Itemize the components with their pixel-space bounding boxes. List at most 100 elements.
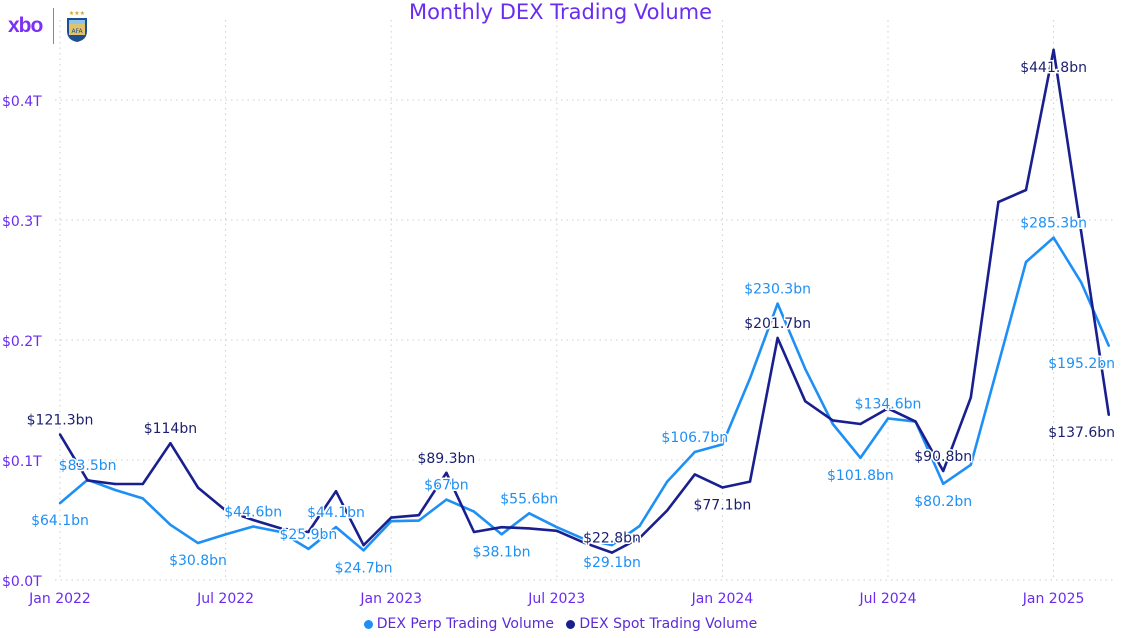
data-point-spot: [804, 400, 807, 403]
legend-item-spot[interactable]: DEX Spot Trading Volume: [566, 616, 757, 632]
y-tick-label: $0.4T: [2, 94, 42, 110]
data-point-perp: [58, 501, 62, 505]
legend-label-perp: DEX Perp Trading Volume: [376, 616, 554, 632]
x-tick-label: Jan 2025: [1022, 591, 1085, 607]
data-label: $114bn: [144, 421, 197, 437]
data-point-perp: [997, 362, 1000, 366]
data-point-spot: [445, 471, 448, 475]
data-point-perp: [252, 525, 255, 528]
data-point-spot: [942, 469, 945, 473]
data-label: $106.7bn: [661, 430, 728, 446]
data-label: $44.6bn: [224, 504, 282, 520]
data-label: $77.1bn: [693, 497, 751, 513]
data-point-perp: [804, 367, 807, 370]
chart-title: Monthly DEX Trading Volume: [408, 0, 713, 24]
data-point-perp: [390, 520, 393, 523]
data-label: $121.3bn: [27, 412, 94, 428]
data-label: $89.3bn: [417, 451, 475, 467]
data-point-perp: [942, 482, 945, 485]
data-point-spot: [886, 407, 890, 410]
data-point-spot: [914, 420, 917, 423]
data-point-perp: [500, 533, 503, 536]
logo-divider: [53, 8, 55, 44]
data-label: $67bn: [424, 478, 468, 494]
data-point-spot: [721, 486, 724, 489]
data-label: $230.3bn: [744, 282, 811, 298]
data-point-spot: [859, 422, 862, 426]
data-label: $195.2bn: [1048, 356, 1115, 372]
svg-text:AFA: AFA: [72, 28, 84, 35]
legend-marker-spot: [566, 619, 576, 629]
data-point-spot: [279, 527, 282, 530]
data-point-spot: [748, 480, 752, 483]
y-tick-label: $0.2T: [2, 334, 42, 350]
x-tick-label: Jul 2022: [196, 591, 254, 607]
data-point-spot: [362, 544, 365, 547]
data-label: $90.8bn: [914, 449, 972, 465]
data-point-spot: [776, 336, 779, 340]
data-label: $137.6bn: [1048, 425, 1115, 441]
data-label: $44.1bn: [307, 505, 365, 521]
data-point-spot: [334, 490, 338, 493]
data-label: $25.9bn: [279, 527, 337, 543]
data-point-spot: [610, 551, 614, 554]
data-point-spot: [997, 200, 1000, 204]
data-point-spot: [1107, 413, 1111, 417]
data-point-spot: [1024, 188, 1028, 192]
x-tick-label: Jan 2023: [359, 591, 422, 607]
svg-text:★★★: ★★★: [69, 10, 85, 17]
data-point-perp: [1024, 260, 1028, 264]
x-tick-label: Jan 2022: [28, 591, 91, 607]
data-label: $201.7bn: [744, 316, 811, 332]
x-tick-label: Jul 2024: [859, 591, 917, 607]
data-point-perp: [196, 541, 200, 545]
data-point-spot: [58, 433, 62, 436]
data-point-spot: [969, 396, 972, 399]
data-point-spot: [472, 530, 476, 534]
data-point-perp: [114, 488, 117, 492]
data-point-perp: [969, 463, 972, 466]
data-point-perp: [831, 422, 834, 426]
data-point-perp: [141, 497, 144, 500]
data-point-spot: [555, 529, 558, 532]
data-point-perp: [859, 456, 862, 460]
data-point-perp: [776, 302, 779, 305]
data-label: $441.8bn: [1020, 60, 1087, 76]
x-tick-label: Jan 2024: [691, 591, 754, 607]
data-label: $101.8bn: [827, 468, 894, 484]
data-point-perp: [528, 512, 531, 515]
data-label: $285.3bn: [1020, 216, 1087, 232]
data-label: $38.1bn: [473, 544, 531, 560]
data-point-spot: [141, 482, 144, 486]
legend-item-perp[interactable]: DEX Perp Trading Volume: [363, 616, 554, 632]
brand-logo: xbo ★★★ AFA: [8, 8, 90, 44]
line-chart: $0.0T $0.1T $0.2T $0.3T $0.4T Jan 2022 Jul 202…: [2, 20, 1117, 607]
y-tick-label: $0.1T: [2, 454, 42, 470]
data-label: $83.5bn: [59, 458, 117, 474]
data-point-perp: [583, 538, 586, 541]
data-point-perp: [472, 510, 476, 513]
data-point-perp: [666, 480, 669, 483]
legend-label-spot: DEX Spot Trading Volume: [579, 616, 758, 632]
data-point-perp: [638, 524, 641, 528]
data-point-perp: [169, 523, 172, 526]
data-label: $64.1bn: [31, 513, 89, 529]
data-point-spot: [831, 419, 834, 422]
data-point-spot: [666, 509, 669, 512]
data-point-spot: [307, 530, 310, 534]
data-label: $55.6bn: [500, 491, 558, 507]
y-tick-label: $0.3T: [2, 214, 42, 230]
data-point-perp: [307, 547, 310, 551]
data-point-spot: [114, 482, 117, 486]
data-point-spot: [252, 518, 255, 522]
data-point-spot: [500, 526, 503, 529]
data-point-perp: [610, 543, 614, 547]
data-label: $30.8bn: [169, 553, 227, 569]
data-point-spot: [1052, 48, 1055, 52]
data-label: $80.2bn: [914, 494, 972, 510]
data-label: $22.8bn: [583, 531, 641, 547]
data-point-perp: [1052, 236, 1055, 239]
data-point-spot: [417, 514, 420, 517]
data-point-spot: [224, 509, 227, 512]
data-label: $29.1bn: [583, 555, 641, 571]
